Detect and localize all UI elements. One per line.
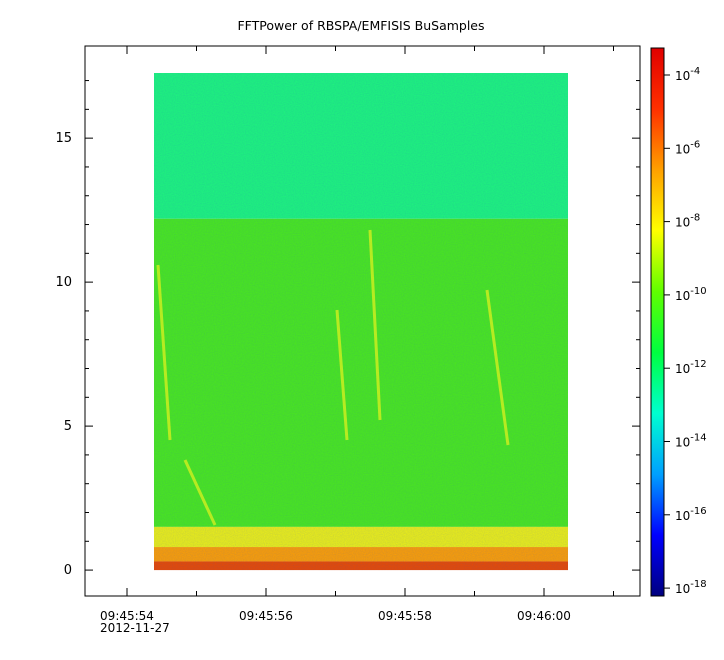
colorbar-tick-label: 10-10 — [675, 286, 707, 303]
emission-streak-3 — [485, 289, 510, 446]
colorbar-tick-label: 10-8 — [675, 213, 700, 230]
heatmap-area — [154, 73, 568, 571]
colorbar-ticks: 10-4 10-6 10-8 10-10 10-12 10-14 10-16 10-18 — [664, 66, 707, 596]
emission-streak-1 — [335, 309, 349, 441]
emission-streak-4 — [183, 459, 217, 526]
colorbar-tick-label: 10-6 — [675, 139, 700, 156]
plot-frame — [84, 45, 641, 597]
colorbar-tick-label: 10-18 — [675, 579, 707, 596]
y-tick-label: 5 — [64, 419, 72, 434]
noise-texture — [154, 73, 568, 571]
colorbar-tick-label: 10-12 — [675, 359, 707, 376]
x-tick-label: 09:46:00 — [517, 609, 571, 623]
y-tick-label: 10 — [55, 275, 72, 290]
colorbar-tick-label: 10-4 — [675, 66, 700, 83]
x-tick-label: 09:45:56 — [239, 609, 293, 623]
x-tick-label: 09:45:54 — [100, 609, 154, 623]
y-tick-label: 15 — [55, 131, 72, 146]
y-axis: 0 5 10 15 — [55, 80, 640, 578]
colorbar-tick-label: 10-16 — [675, 506, 707, 523]
y-tick-label: 0 — [64, 563, 72, 578]
chart-title: FFTPower of RBSPA/EMFISIS BuSamples — [237, 18, 484, 33]
x-tick-label: 09:45:58 — [378, 609, 432, 623]
colorbar — [650, 47, 665, 597]
emission-streak-0 — [156, 264, 172, 441]
x-axis: 09:45:54 09:45:56 09:45:58 09:46:00 — [100, 46, 614, 623]
emission-streak-2 — [368, 229, 382, 421]
colorbar-tick-label: 10-14 — [675, 433, 707, 450]
x-date-label: 2012-11-27 — [100, 621, 170, 635]
